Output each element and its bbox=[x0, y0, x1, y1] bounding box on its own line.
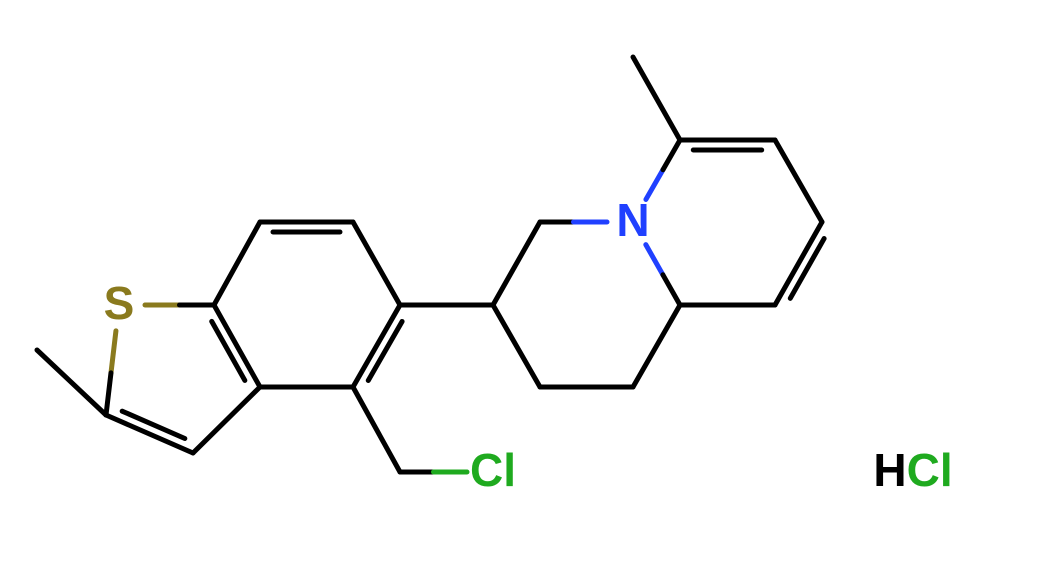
hcl-atom-label: HCl bbox=[873, 444, 952, 496]
s-atom-label: S bbox=[104, 277, 135, 329]
molecule-canvas: S Cl N HCl bbox=[0, 0, 1042, 561]
bond-layer bbox=[37, 57, 824, 472]
cl-atom-label: Cl bbox=[470, 444, 516, 496]
n-atom-label: N bbox=[616, 194, 649, 246]
